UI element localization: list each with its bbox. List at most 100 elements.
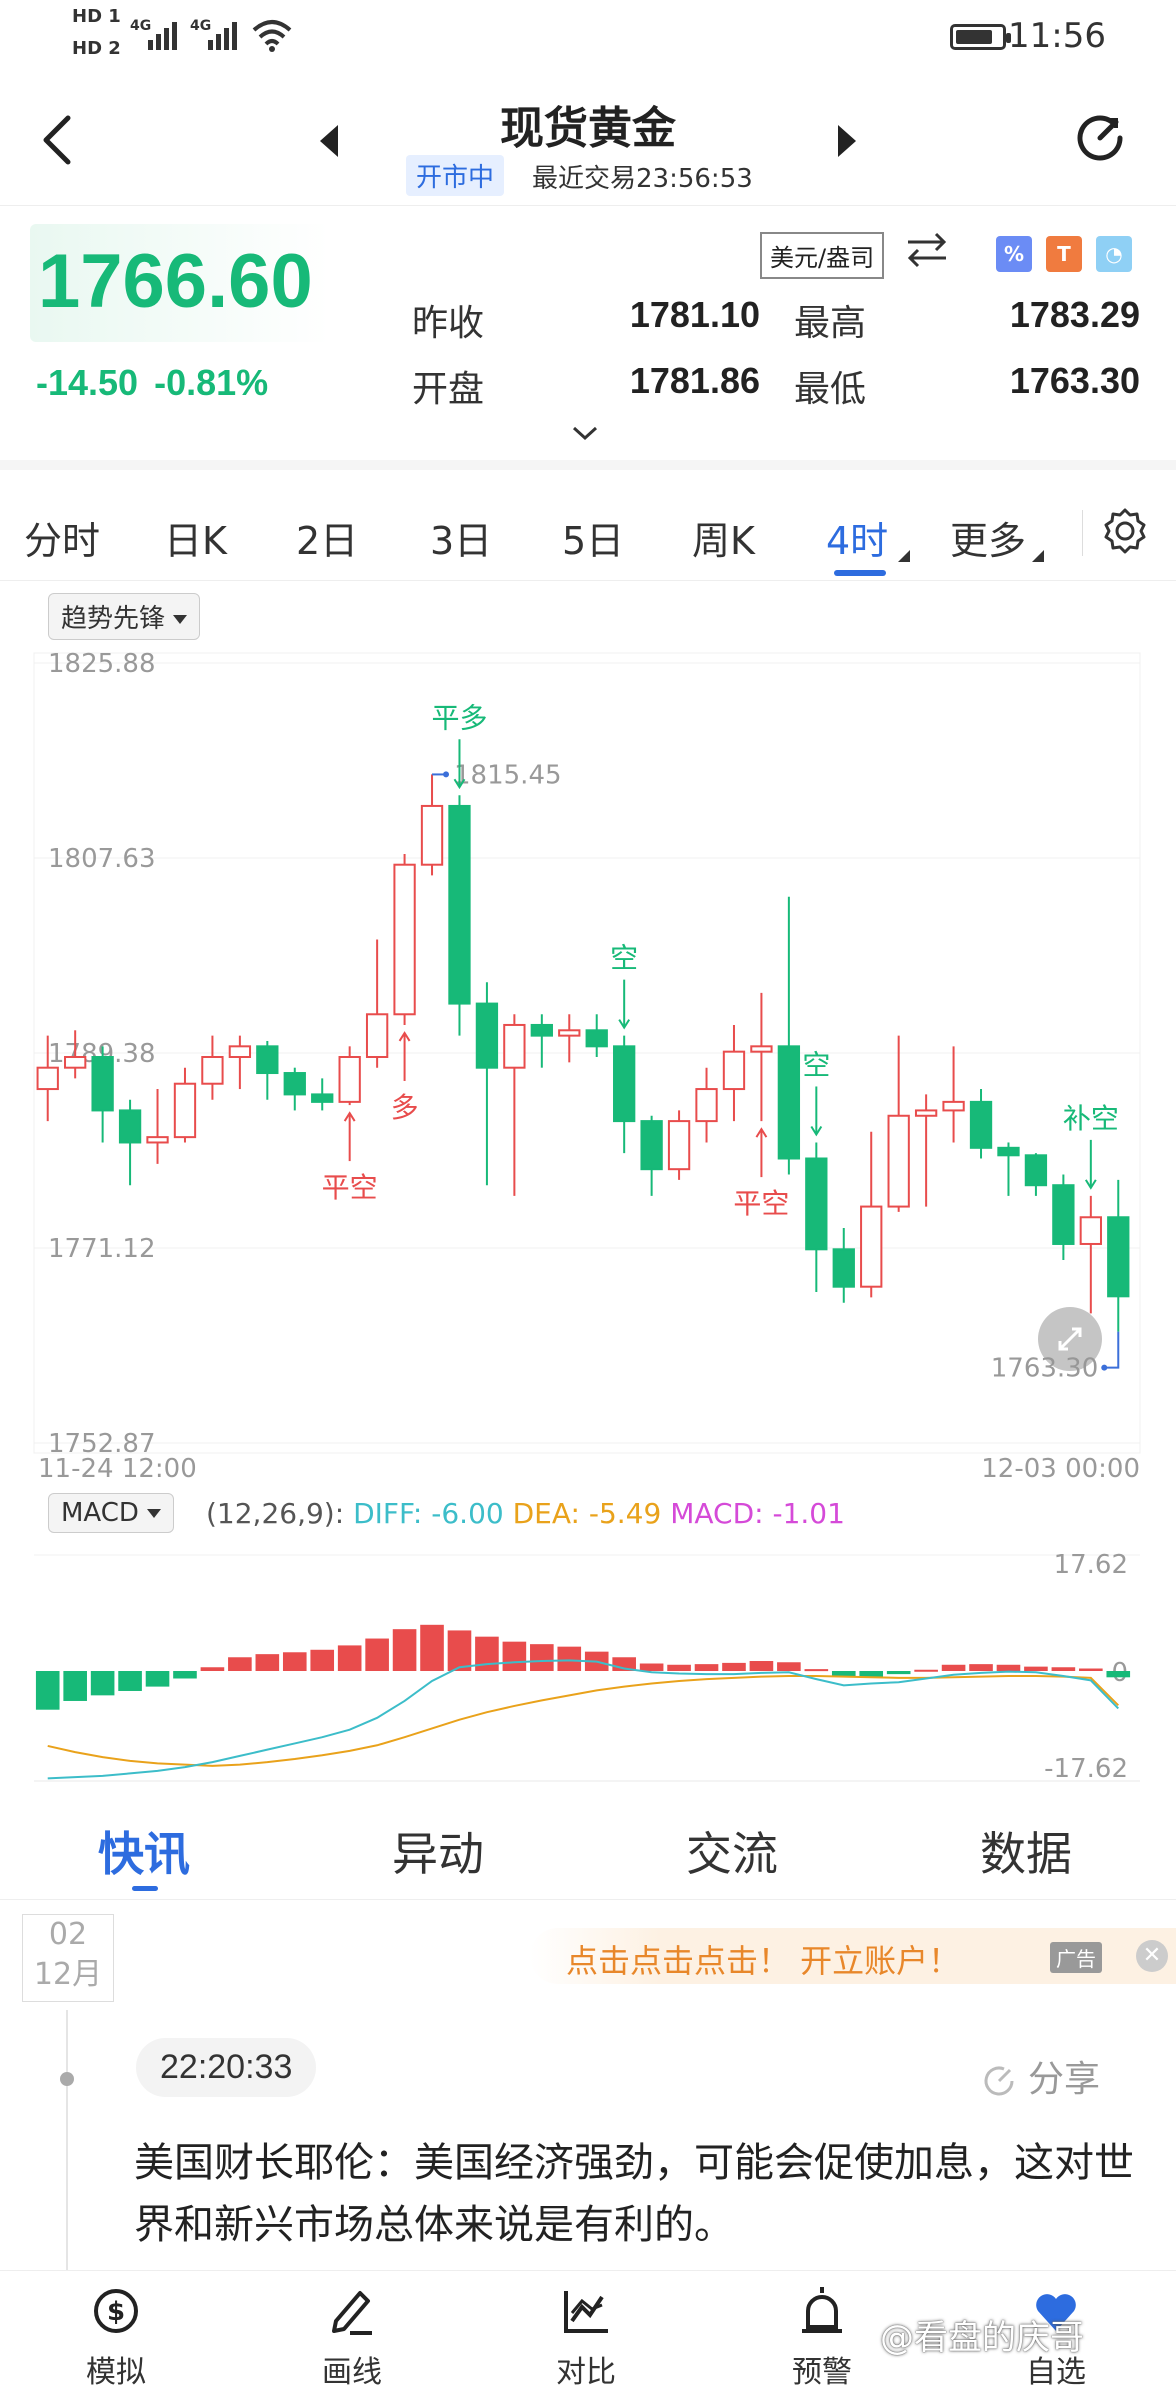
- candle: [1079, 1216, 1102, 1245]
- swap-icon[interactable]: [902, 230, 952, 270]
- fullscreen-button[interactable]: [1038, 1307, 1102, 1371]
- active-tab-indicator: [834, 570, 886, 576]
- nav-watchlist[interactable]: 自选: [996, 2281, 1116, 2391]
- macd-selector[interactable]: MACD: [48, 1493, 174, 1533]
- candle: [338, 1056, 361, 1103]
- tab-intraday[interactable]: 分时: [24, 519, 101, 563]
- x-tick-label: 12-03 00:00: [981, 1454, 1140, 1484]
- gear-icon[interactable]: [1100, 506, 1150, 556]
- indicator-selector[interactable]: 趋势先锋: [48, 593, 201, 640]
- signal-arrowhead: [343, 1111, 356, 1122]
- close-icon[interactable]: ✕: [1136, 1940, 1168, 1972]
- dea-line: [47, 1674, 1119, 1767]
- min-pointer: [1104, 1331, 1120, 1369]
- y-tick-label: 1752.87: [48, 1429, 156, 1459]
- tab-flash-news[interactable]: 快讯: [98, 1827, 190, 1881]
- candle: [1024, 1154, 1048, 1187]
- next-instrument-icon[interactable]: [838, 125, 856, 157]
- macd-bar: [914, 1669, 938, 1672]
- candle: [997, 1146, 1020, 1157]
- macd-bar: [1051, 1667, 1076, 1671]
- pie-chart-icon[interactable]: ◔: [1096, 236, 1132, 272]
- candle: [942, 1100, 965, 1112]
- macd-y-bottom: -17.62: [1044, 1754, 1128, 1784]
- macd-bar: [996, 1664, 1021, 1671]
- nav-draw[interactable]: 画线: [292, 2281, 412, 2391]
- macd-value: MACD: -1.01: [670, 1497, 845, 1530]
- tab-data[interactable]: 数据: [980, 1827, 1072, 1881]
- signal-arrowhead: [398, 1031, 411, 1042]
- change-value: -14.50: [36, 362, 139, 403]
- candle: [887, 1114, 910, 1208]
- last-trade-time: 最近交易23:56:53: [532, 164, 753, 194]
- macd-bar: [282, 1652, 307, 1671]
- share-button[interactable]: 分享: [978, 2050, 1100, 2102]
- tab-more[interactable]: 更多: [950, 519, 1027, 563]
- high-label: 最高: [794, 303, 867, 344]
- high-value: 1783.29: [1009, 294, 1140, 335]
- lighthouse-icon[interactable]: T: [1046, 236, 1082, 272]
- nav-alert[interactable]: 预警: [762, 2281, 882, 2391]
- hd2-indicator: HD 2: [72, 38, 121, 59]
- tab-2day[interactable]: 2日: [296, 519, 359, 563]
- macd-bar: [35, 1671, 60, 1710]
- candle: [503, 1023, 526, 1069]
- status-bar: HD 1 HD 2 4G 4G 11:56: [0, 0, 1176, 70]
- network-label-2: 4G: [190, 18, 212, 34]
- refresh-icon[interactable]: [1068, 106, 1132, 170]
- wifi-icon: [252, 20, 292, 52]
- tab-daily-k[interactable]: 日K: [164, 519, 227, 563]
- low-label: 最低: [794, 369, 867, 410]
- x-tick-label: 11-24 12:00: [38, 1454, 197, 1484]
- macd-bar: [1079, 1668, 1103, 1671]
- tab-movements[interactable]: 异动: [392, 1827, 484, 1881]
- watermark: @看盘的庆哥: [880, 2318, 1084, 2358]
- svg-text:$: $: [107, 2297, 125, 2327]
- candle: [311, 1093, 334, 1103]
- macd-bar: [255, 1654, 280, 1671]
- macd-bar: [90, 1671, 115, 1696]
- macd-bar: [941, 1664, 966, 1671]
- macd-bar: [145, 1671, 170, 1687]
- signal-icon-2: [208, 22, 237, 50]
- tab-community[interactable]: 交流: [686, 1827, 778, 1881]
- signal-label: 空: [802, 1048, 830, 1081]
- date-day: 02: [48, 1917, 88, 1952]
- ad-banner[interactable]: 点击点击点击！ 开立账户！ 广告 ✕: [530, 1928, 1176, 1984]
- date-month: 12月: [33, 1957, 103, 1992]
- candle: [750, 1045, 773, 1053]
- macd-bar: [1106, 1671, 1131, 1678]
- percent-icon[interactable]: %: [996, 236, 1032, 272]
- nav-compare[interactable]: 对比: [526, 2281, 646, 2391]
- signal-label: 平空: [733, 1187, 789, 1220]
- candle: [969, 1100, 993, 1149]
- change-percent: -0.81%: [154, 362, 269, 403]
- tab-4hour[interactable]: 4时: [826, 519, 889, 563]
- macd-bar: [420, 1624, 444, 1671]
- back-arrow-icon[interactable]: [36, 110, 80, 170]
- tab-5day[interactable]: 5日: [562, 519, 625, 563]
- candle: [173, 1082, 197, 1139]
- diff-line: [47, 1659, 1119, 1780]
- expand-icon: [1058, 1327, 1082, 1351]
- candle: [448, 804, 471, 1005]
- kline-chart[interactable]: 1825.881807.631789.381771.121752.8711-24…: [0, 581, 1176, 1791]
- chart-area: 1825.88 1807.63 1789.38 1771.12 1752.87 11-24…: [0, 580, 1176, 1790]
- candle: [1107, 1216, 1130, 1298]
- unit-selector[interactable]: 美元/盎司: [760, 232, 885, 279]
- timeline-dot: [60, 2072, 74, 2086]
- current-price: 1766.60: [38, 239, 313, 324]
- macd-params: (12,26,9):: [206, 1497, 345, 1530]
- prev-instrument-icon[interactable]: [320, 125, 338, 157]
- tab-3day[interactable]: 3日: [430, 519, 493, 563]
- tab-weekly-k[interactable]: 周K: [692, 519, 755, 563]
- news-text[interactable]: 美国财长耶伦：美国经济强劲，可能会促使加息，这对世界和新兴市场总体来说是有利的。: [134, 2140, 1134, 2248]
- signal-arrowhead: [618, 1019, 631, 1030]
- dropdown-icon: [173, 615, 188, 624]
- macd-bar: [310, 1649, 335, 1671]
- chevron-down-icon[interactable]: [570, 424, 600, 444]
- nav-label: 预警: [792, 2355, 852, 2390]
- macd-diff: DIFF: -6.00: [353, 1497, 504, 1530]
- signal-label: 多: [391, 1091, 419, 1124]
- nav-simulate[interactable]: $ 模拟: [56, 2281, 176, 2391]
